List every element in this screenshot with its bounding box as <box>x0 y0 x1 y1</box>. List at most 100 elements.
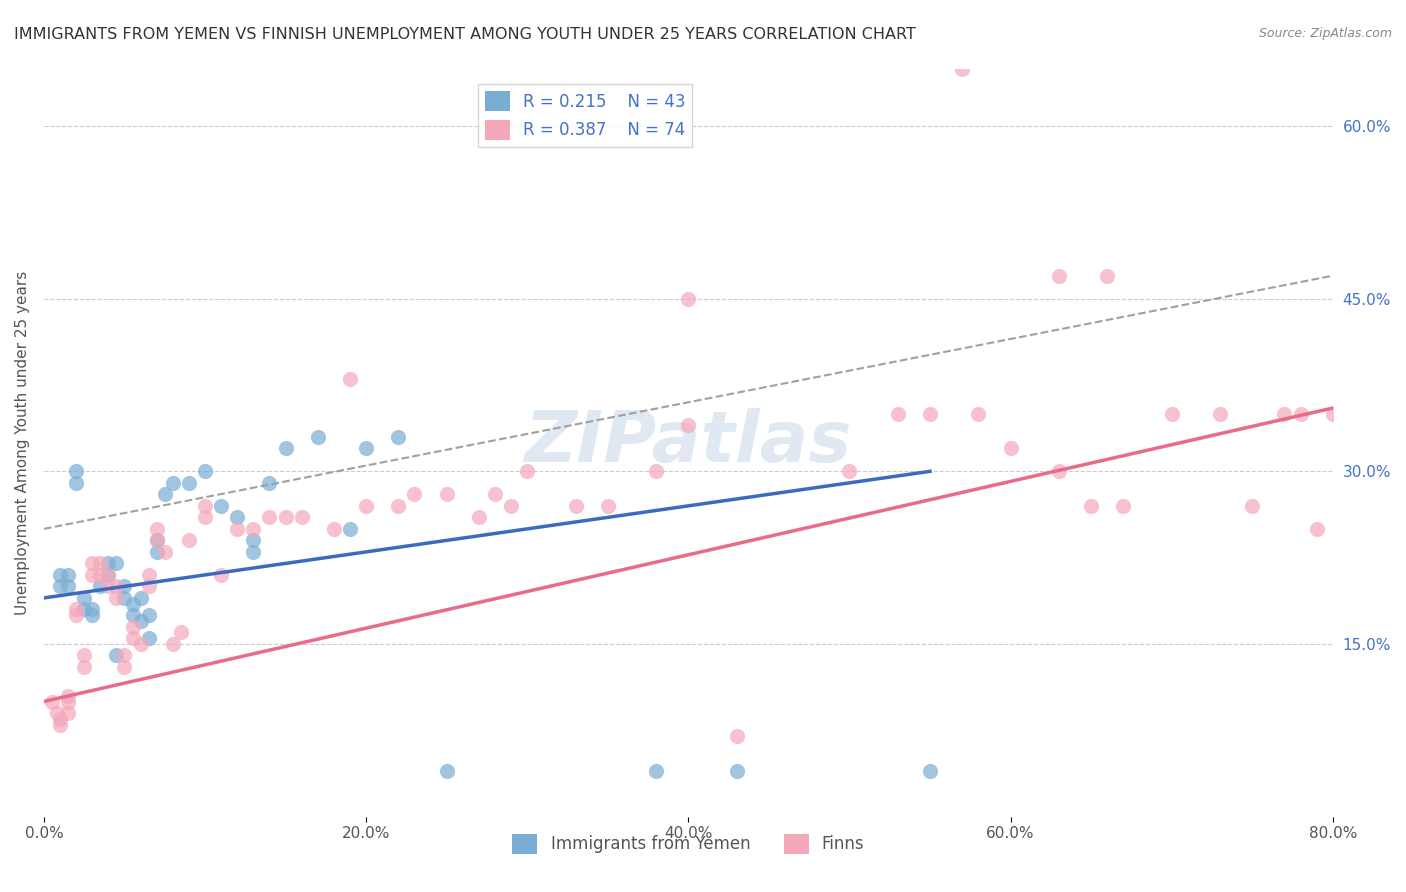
Point <box>177 533 200 548</box>
Point <box>56 694 79 708</box>
Point <box>516 464 538 478</box>
Point <box>967 407 990 421</box>
Point <box>209 568 232 582</box>
Y-axis label: Unemployment Among Youth under 25 years: Unemployment Among Youth under 25 years <box>15 270 30 615</box>
Point <box>153 487 176 501</box>
Point <box>678 418 700 433</box>
Point <box>226 510 249 524</box>
Point <box>138 568 160 582</box>
Point <box>1160 407 1182 421</box>
Point <box>56 568 79 582</box>
Point <box>129 614 152 628</box>
Point <box>564 499 586 513</box>
Text: Source: ZipAtlas.com: Source: ZipAtlas.com <box>1258 27 1392 40</box>
Text: ZIPatlas: ZIPatlas <box>524 408 852 477</box>
Point <box>354 442 377 456</box>
Point <box>177 475 200 490</box>
Point <box>162 637 184 651</box>
Point <box>170 625 193 640</box>
Point <box>97 568 120 582</box>
Point <box>1047 268 1070 283</box>
Point <box>339 522 361 536</box>
Point <box>45 706 67 720</box>
Point <box>678 292 700 306</box>
Point <box>145 545 167 559</box>
Point <box>56 706 79 720</box>
Point <box>49 712 72 726</box>
Point <box>65 602 87 616</box>
Point <box>887 407 910 421</box>
Point <box>838 464 860 478</box>
Point <box>436 764 458 778</box>
Point <box>194 510 217 524</box>
Point <box>209 499 232 513</box>
Point <box>387 499 409 513</box>
Point <box>1209 407 1232 421</box>
Point <box>242 545 264 559</box>
Point <box>138 579 160 593</box>
Point <box>49 717 72 731</box>
Point <box>97 579 120 593</box>
Point <box>89 557 111 571</box>
Point <box>725 764 748 778</box>
Point <box>274 442 297 456</box>
Point <box>645 464 668 478</box>
Point <box>322 522 344 536</box>
Point <box>501 499 523 513</box>
Point <box>129 637 152 651</box>
Point <box>339 372 361 386</box>
Point <box>49 579 72 593</box>
Point <box>1305 522 1327 536</box>
Point <box>97 568 120 582</box>
Point <box>121 631 143 645</box>
Point <box>56 579 79 593</box>
Point <box>114 660 136 674</box>
Point <box>145 533 167 548</box>
Point <box>645 764 668 778</box>
Point <box>89 579 111 593</box>
Point <box>73 648 96 663</box>
Point <box>1095 268 1118 283</box>
Point <box>138 608 160 623</box>
Point <box>950 62 973 76</box>
Point <box>596 499 619 513</box>
Point <box>354 499 377 513</box>
Point <box>49 568 72 582</box>
Point <box>105 579 128 593</box>
Point <box>114 648 136 663</box>
Point <box>1289 407 1312 421</box>
Point <box>484 487 506 501</box>
Point <box>129 591 152 605</box>
Point <box>82 568 104 582</box>
Point <box>97 557 120 571</box>
Point <box>105 557 128 571</box>
Point <box>468 510 491 524</box>
Point <box>259 510 281 524</box>
Point <box>114 579 136 593</box>
Point <box>307 430 329 444</box>
Point <box>65 475 87 490</box>
Point <box>73 591 96 605</box>
Point <box>65 608 87 623</box>
Point <box>274 510 297 524</box>
Point <box>1274 407 1296 421</box>
Point <box>1241 499 1264 513</box>
Point <box>725 729 748 743</box>
Point <box>82 608 104 623</box>
Point <box>194 464 217 478</box>
Point <box>89 568 111 582</box>
Point <box>121 597 143 611</box>
Point <box>121 608 143 623</box>
Text: IMMIGRANTS FROM YEMEN VS FINNISH UNEMPLOYMENT AMONG YOUTH UNDER 25 YEARS CORRELA: IMMIGRANTS FROM YEMEN VS FINNISH UNEMPLO… <box>14 27 915 42</box>
Point <box>56 689 79 703</box>
Point <box>105 591 128 605</box>
Point <box>1080 499 1102 513</box>
Point <box>194 499 217 513</box>
Point <box>226 522 249 536</box>
Point <box>145 533 167 548</box>
Point <box>918 764 941 778</box>
Point <box>291 510 314 524</box>
Point <box>145 522 167 536</box>
Point <box>153 545 176 559</box>
Point <box>242 522 264 536</box>
